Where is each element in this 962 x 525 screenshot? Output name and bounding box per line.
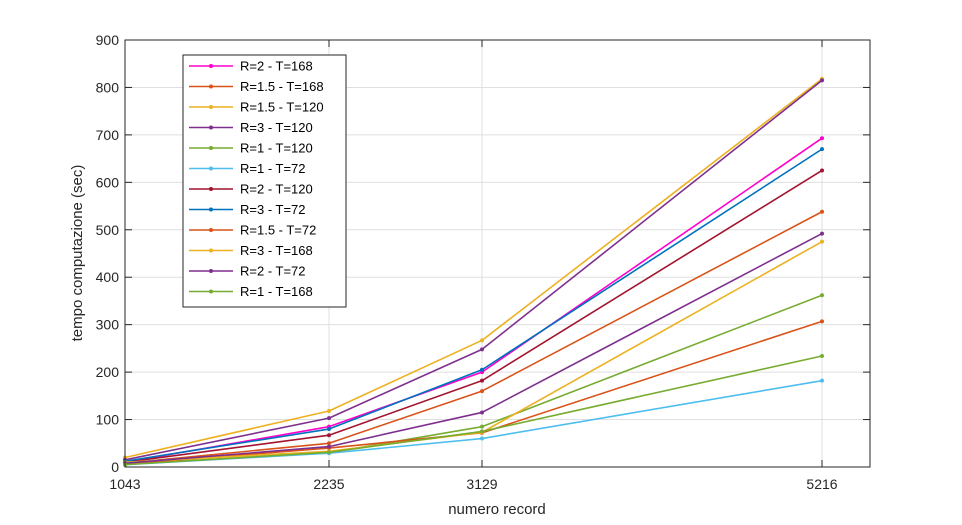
legend-marker: [209, 84, 213, 89]
legend-label: R=3 - T=168: [240, 243, 313, 258]
legend-label: R=1.5 - T=120: [240, 100, 324, 115]
legend-label: R=2 - T=72: [240, 264, 306, 279]
data-point: [327, 433, 331, 438]
series-line: [124, 169, 823, 464]
legend-label: R=3 - T=72: [240, 202, 306, 217]
legend-label: R=1.5 - T=72: [240, 223, 316, 238]
legend-marker: [209, 146, 213, 150]
legend-item: R=1.5 - T=72: [189, 223, 316, 238]
legend-marker: [209, 105, 213, 109]
data-point: [327, 450, 331, 455]
legend-marker: [209, 64, 213, 68]
legend-item: R=2 - T=72: [189, 264, 306, 279]
data-point: [820, 319, 824, 324]
data-point: [327, 416, 331, 421]
legend-marker: [209, 125, 213, 130]
x-tick-label: 2235: [313, 476, 344, 492]
data-point: [820, 209, 824, 214]
legend-item: R=2 - T=168: [189, 59, 313, 74]
series-8: [123, 147, 824, 464]
legend-item: R=3 - T=120: [189, 120, 313, 135]
y-tick-label: 600: [96, 174, 120, 190]
legend: R=2 - T=168 R=1.5 - T=168 R=1.5 - T=120 R=3…: [182, 54, 347, 308]
data-point: [480, 347, 484, 352]
y-tick-label: 900: [96, 32, 120, 48]
legend-marker: [209, 207, 213, 212]
legend-label: R=2 - T=168: [240, 59, 313, 74]
data-point: [327, 409, 331, 414]
data-point: [820, 378, 824, 383]
data-point: [480, 378, 484, 383]
y-tick-label: 100: [96, 412, 120, 428]
data-point: [820, 353, 824, 358]
x-axis-label: numero record: [448, 501, 546, 518]
axis-ticks: 0 100 200 300 400 500 600 700 800 900 1043 2235 3129…: [96, 32, 870, 492]
series-line: [124, 79, 823, 461]
x-tick-label: 1043: [109, 476, 140, 492]
legend-item: R=1 - T=72: [189, 161, 306, 176]
data-point: [820, 168, 824, 173]
y-axis-label: tempo computazione (sec): [69, 165, 86, 342]
legend-label: R=2 - T=120: [240, 182, 313, 197]
data-point: [820, 147, 824, 152]
legend-item: R=1.5 - T=168: [189, 79, 324, 94]
x-tick-label: 3129: [466, 476, 497, 492]
data-point: [480, 429, 484, 434]
x-tick-label: 5216: [806, 476, 837, 492]
legend-marker: [209, 228, 213, 232]
data-point: [820, 136, 824, 141]
series-12: [123, 353, 824, 467]
legend-marker: [209, 166, 213, 171]
series-line: [124, 78, 823, 459]
data-point: [480, 338, 484, 343]
series-line: [124, 148, 823, 463]
legend-label: R=1 - T=120: [240, 141, 313, 156]
legend-box: [182, 54, 347, 308]
series-line: [124, 355, 823, 466]
y-tick-label: 700: [96, 127, 120, 143]
legend-label: R=3 - T=120: [240, 120, 313, 135]
data-point: [820, 231, 824, 236]
data-point: [480, 389, 484, 394]
legend-label: R=1 - T=72: [240, 161, 306, 176]
data-point: [820, 78, 824, 83]
legend-marker: [209, 289, 213, 294]
legend-marker: [209, 248, 213, 253]
series-line: [124, 232, 823, 465]
data-point: [327, 444, 331, 449]
legend-marker: [209, 269, 213, 273]
legend-item: R=1 - T=120: [189, 141, 313, 156]
data-point: [480, 424, 484, 429]
legend-item: R=1.5 - T=120: [189, 100, 324, 115]
legend-item: R=2 - T=120: [189, 182, 313, 197]
data-point: [480, 436, 484, 441]
data-point: [480, 367, 484, 372]
y-tick-label: 200: [96, 364, 120, 380]
series-line: [124, 211, 823, 465]
series-layer: [123, 76, 824, 467]
plot-frame: [124, 39, 871, 468]
y-tick-label: 400: [96, 269, 120, 285]
legend-label: R=1 - T=168: [240, 284, 313, 299]
legend-item: R=3 - T=72: [189, 202, 306, 217]
legend-marker: [209, 187, 213, 191]
y-tick-label: 300: [96, 317, 120, 333]
data-point: [820, 239, 824, 244]
legend-item: R=3 - T=168: [189, 243, 313, 258]
data-point: [480, 410, 484, 415]
y-tick-label: 500: [96, 222, 120, 238]
data-point: [327, 441, 331, 446]
data-point: [820, 293, 824, 298]
data-point: [327, 427, 331, 432]
y-tick-label: 0: [111, 459, 119, 475]
legend-label: R=1.5 - T=168: [240, 79, 324, 94]
legend-item: R=1 - T=168: [189, 284, 313, 299]
y-tick-label: 800: [96, 79, 120, 95]
